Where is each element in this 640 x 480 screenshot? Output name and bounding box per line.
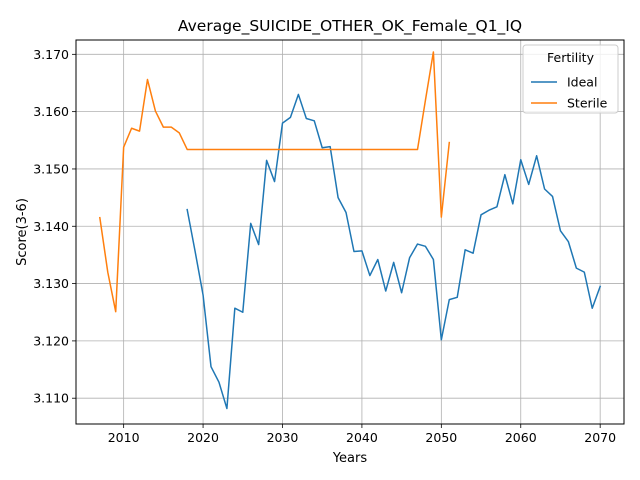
x-tick-label: 2010: [108, 430, 140, 445]
x-tick-label: 2070: [584, 430, 616, 445]
chart-title: Average_SUICIDE_OTHER_OK_Female_Q1_IQ: [178, 17, 522, 36]
legend-title: Fertility: [547, 50, 595, 65]
x-tick-label: 2060: [505, 430, 537, 445]
y-axis-label: Score(3-6): [15, 198, 30, 266]
y-tick-label: 3.170: [33, 47, 69, 62]
legend-box: [522, 44, 619, 114]
x-axis: 2010 2020 2030 2040 2050 2060 2070: [108, 424, 616, 445]
x-tick-label: 2030: [267, 430, 299, 445]
legend: Fertility Ideal Sterile: [522, 44, 619, 114]
series-layer: [98, 51, 602, 410]
x-axis-label: Years: [332, 451, 368, 466]
series-line-ideal: [186, 93, 602, 410]
legend-entries: Ideal Sterile: [531, 75, 608, 111]
y-tick-label: 3.160: [33, 104, 69, 119]
y-tick-label: 3.110: [33, 391, 69, 406]
y-tick-label: 3.150: [33, 161, 69, 176]
legend-label-ideal: Ideal: [567, 75, 597, 90]
legend-label-sterile: Sterile: [567, 96, 608, 111]
x-tick-label: 2020: [187, 430, 219, 445]
x-tick-label: 2050: [425, 430, 457, 445]
series-line-sterile: [98, 51, 451, 313]
x-tick-label: 2040: [346, 430, 378, 445]
y-axis: 3.110 3.120 3.130 3.140 3.150 3.160 3.170: [33, 47, 76, 406]
grid: [76, 40, 624, 424]
y-tick-label: 3.130: [33, 276, 69, 291]
plot-frame: [75, 39, 625, 425]
y-tick-label: 3.120: [33, 333, 69, 348]
y-tick-label: 3.140: [33, 219, 69, 234]
